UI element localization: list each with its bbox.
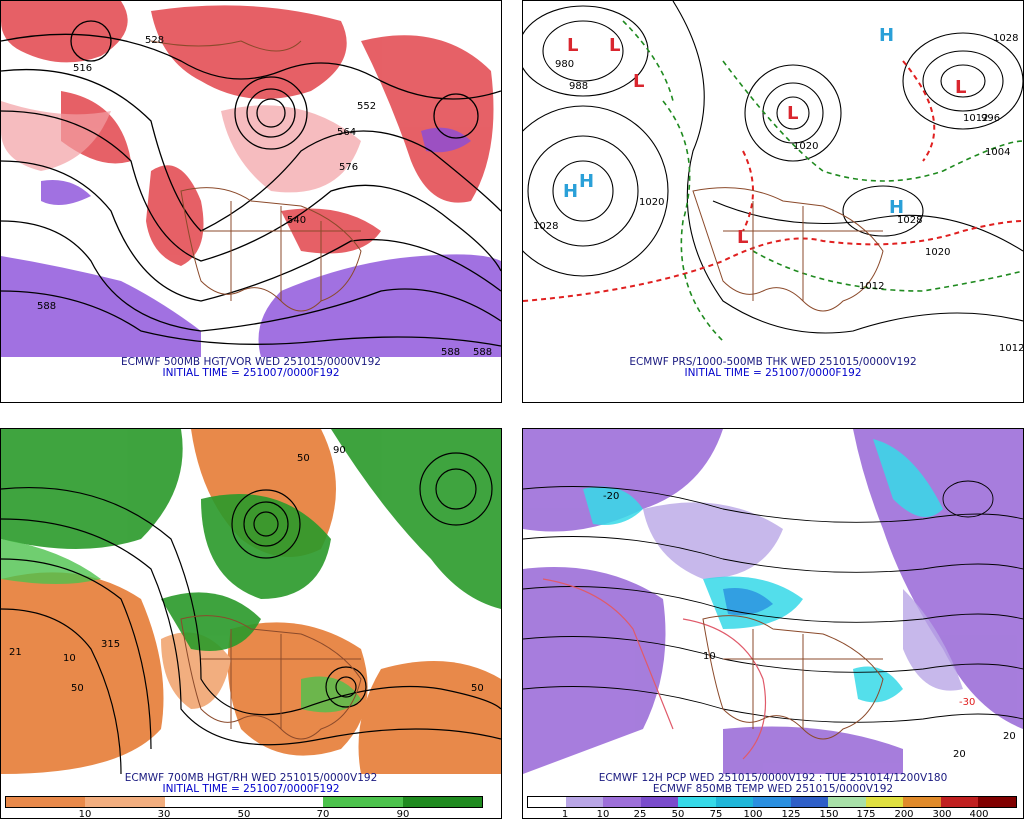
isobar-label: 1004 [985, 147, 1010, 158]
low-marker: L [955, 77, 966, 98]
low-marker: L [609, 35, 620, 56]
scale-label: 30 [157, 809, 171, 819]
scale-label: 50 [671, 809, 685, 819]
map-pressure: L L L L L L H H H H 980 988 1012 1020 10… [523, 1, 1023, 357]
low-marker: L [567, 35, 578, 56]
low-marker: L [633, 71, 644, 92]
contour-label: 576 [339, 162, 358, 173]
panel-500mb-hgt-vor: 528 552 564 576 588 588 588 516 540 ECMW… [0, 0, 502, 403]
scale-label: 10 [78, 809, 92, 819]
initial-time: INITIAL TIME = 251007/0000F192 [684, 367, 862, 379]
panel-700mb-hgt-rh: 10 50 50 90 315 50 21 ECMWF 700MB HGT/RH… [0, 428, 502, 819]
scale-label: 50 [237, 809, 251, 819]
scale-label: 400 [969, 809, 989, 819]
panel-caption: ECMWF 700MB HGT/RH WED 251015/0000V192 [124, 772, 378, 784]
contour-label: 564 [337, 127, 356, 138]
high-marker: H [879, 25, 894, 46]
precip-color-scale [527, 796, 1017, 808]
contour-label: 540 [287, 215, 306, 226]
isobar-label: 1020 [639, 197, 664, 208]
panel-caption-2: ECMWF 850MB TEMP WED 251015/0000V192 [652, 783, 894, 795]
rh-label: 10 [63, 653, 76, 664]
scale-label: 25 [633, 809, 647, 819]
panel-caption: ECMWF 500MB HGT/VOR WED 251015/0000V192 [121, 356, 381, 368]
scale-label: 70 [316, 809, 330, 819]
panel-pressure-thickness: L L L L L L H H H H 980 988 1012 1020 10… [522, 0, 1024, 403]
high-marker: H [563, 181, 578, 202]
temp-label: 20 [953, 749, 966, 760]
scale-label: 10 [596, 809, 610, 819]
temp-label: -20 [603, 491, 619, 502]
scale-label: 200 [894, 809, 914, 819]
scale-label: 125 [781, 809, 801, 819]
contour-label: 588 [473, 347, 492, 358]
high-marker: H [579, 171, 594, 192]
rh-label: 90 [333, 445, 346, 456]
rh-label: 50 [471, 683, 484, 694]
isobar-label: 1020 [925, 247, 950, 258]
low-marker: L [737, 227, 748, 248]
scale-label: 300 [932, 809, 952, 819]
contour-label: 588 [37, 301, 56, 312]
rh-label: 315 [101, 639, 120, 650]
isobar-label: 996 [981, 113, 1000, 124]
panel-precip-850temp: -30 20 10 20 -20 ECMWF 12H PCP WED 25101… [522, 428, 1024, 819]
initial-time: INITIAL TIME = 251007/0000F192 [162, 367, 340, 379]
rh-label: 50 [71, 683, 84, 694]
scale-label: 100 [743, 809, 763, 819]
isobar-label: 988 [569, 81, 588, 92]
isobar-label: 980 [555, 59, 574, 70]
isobar-label: 1012 [859, 281, 884, 292]
map-precip: -30 20 10 20 -20 [523, 429, 1023, 774]
low-marker: L [787, 103, 798, 124]
scale-label: 90 [396, 809, 410, 819]
map-700mb: 10 50 50 90 315 50 21 [1, 429, 501, 774]
temp-label: 20 [1003, 731, 1016, 742]
rh-label: 21 [9, 647, 22, 658]
scale-label: 75 [709, 809, 723, 819]
initial-time: INITIAL TIME = 251007/0000F192 [162, 783, 340, 795]
contour-label: 516 [73, 63, 92, 74]
temp-label: 10 [703, 651, 716, 662]
isobar-label: 1020 [793, 141, 818, 152]
isobar-label: 1028 [533, 221, 558, 232]
rh-color-scale [5, 796, 483, 808]
scale-label: 150 [819, 809, 839, 819]
scale-label: 1 [561, 809, 569, 819]
scale-label: 175 [856, 809, 876, 819]
high-marker: H [889, 197, 904, 218]
panel-caption: ECMWF 12H PCP WED 251015/0000V192 : TUE … [598, 772, 948, 784]
isobar-label: 1028 [993, 33, 1018, 44]
isobar-label: 1012 [963, 113, 988, 124]
isobar-label: 1012 [999, 343, 1023, 354]
temp-label: -30 [959, 697, 975, 708]
rh-label: 50 [297, 453, 310, 464]
contour-label: 588 [441, 347, 460, 358]
panel-caption: ECMWF PRS/1000-500MB THK WED 251015/0000… [629, 356, 917, 368]
contour-label: 552 [357, 101, 376, 112]
map-500mb: 528 552 564 576 588 588 588 516 540 [1, 1, 501, 358]
contour-label: 528 [145, 35, 164, 46]
isobar-label: 1028 [897, 215, 922, 226]
